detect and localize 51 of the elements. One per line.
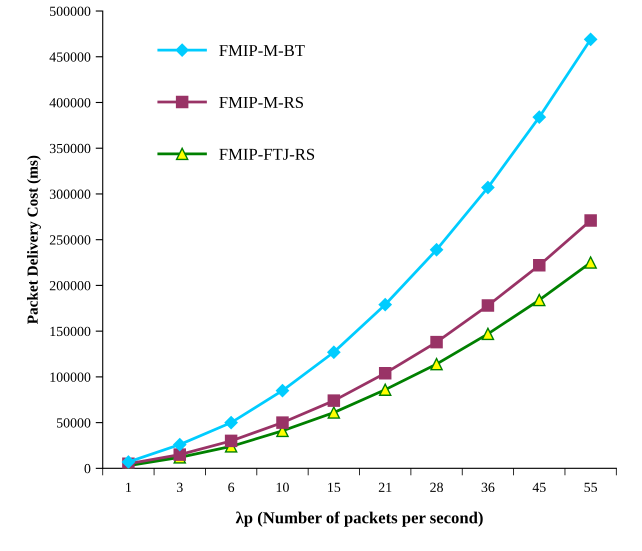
point bbox=[276, 416, 289, 429]
x-tick-label: 21 bbox=[378, 482, 392, 492]
y-tick-label: 100000 bbox=[50, 372, 90, 382]
point bbox=[378, 298, 392, 312]
x-tick-label: 3 bbox=[176, 482, 183, 492]
point bbox=[122, 455, 135, 468]
y-tick-label: 50000 bbox=[57, 418, 90, 428]
point bbox=[378, 383, 392, 396]
point bbox=[533, 259, 546, 272]
point bbox=[584, 214, 597, 227]
y-tick-label: 500000 bbox=[50, 6, 90, 16]
point bbox=[584, 32, 598, 46]
point bbox=[482, 299, 494, 312]
y-tick-label: 400000 bbox=[50, 98, 90, 108]
y-tick-label: 450000 bbox=[50, 52, 90, 62]
point bbox=[532, 110, 546, 124]
x-tick-label: 28 bbox=[430, 482, 443, 492]
y-tick-label: 300000 bbox=[50, 190, 90, 199]
y-tick-label: 200000 bbox=[50, 281, 90, 290]
legend-label: FMIP-FTJ-RS bbox=[219, 148, 314, 160]
x-tick-label: 55 bbox=[584, 482, 598, 492]
x-tick-label: 1 bbox=[126, 482, 132, 492]
point bbox=[328, 406, 340, 419]
x-tick-label: 36 bbox=[482, 482, 494, 492]
y-tick-label: 0 bbox=[84, 464, 90, 474]
point bbox=[173, 438, 186, 452]
point bbox=[224, 416, 238, 430]
legend-label: FMIP-M-BT bbox=[219, 45, 305, 56]
y-tick-label: 150000 bbox=[50, 326, 90, 336]
point bbox=[224, 434, 238, 448]
y-tick-label: 250000 bbox=[50, 235, 90, 245]
point bbox=[430, 336, 443, 348]
x-axis-title: λp (Number of packets per second) bbox=[236, 512, 483, 527]
point bbox=[584, 256, 597, 269]
point bbox=[430, 243, 444, 256]
point bbox=[533, 294, 546, 306]
x-tick-label: 45 bbox=[532, 482, 546, 492]
y-axis-title: Packet Delivery Cost (ms) bbox=[27, 156, 41, 324]
x-tick-label: 10 bbox=[276, 482, 289, 492]
point bbox=[276, 384, 290, 398]
point bbox=[430, 358, 443, 370]
point bbox=[174, 448, 186, 461]
point bbox=[482, 328, 494, 340]
point bbox=[328, 394, 340, 407]
point bbox=[481, 180, 495, 194]
x-tick-label: 6 bbox=[228, 482, 234, 492]
point bbox=[378, 366, 392, 380]
legend-label: FMIP-M-RS bbox=[219, 96, 303, 108]
point bbox=[327, 346, 340, 359]
y-tick-label: 350000 bbox=[50, 144, 90, 154]
x-tick-label: 15 bbox=[328, 482, 340, 492]
